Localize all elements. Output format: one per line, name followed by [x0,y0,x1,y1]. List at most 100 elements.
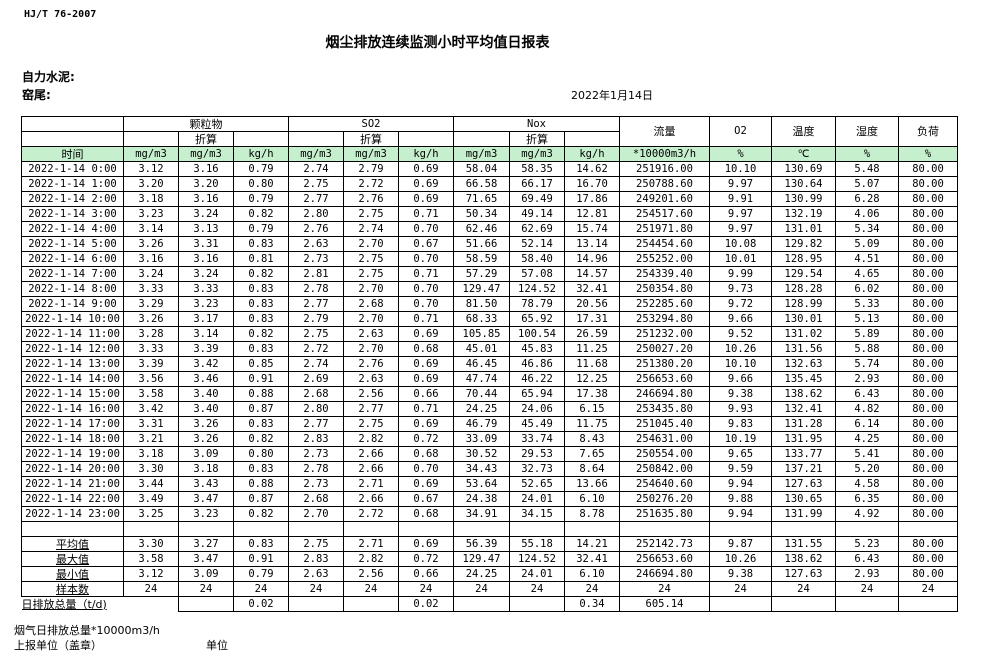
empty-cell [709,521,772,537]
value-cell: 3.26 [178,416,234,432]
value-cell: 0.69 [398,356,454,372]
value-cell: 58.40 [509,251,565,267]
value-cell: 5.89 [835,326,899,342]
value-cell: 46.45 [453,356,510,372]
value-cell: 46.22 [509,371,565,387]
value-cell: 9.88 [709,491,772,507]
value-cell: 9.72 [709,296,772,312]
value-cell: 4.06 [835,206,899,222]
value-cell: 128.95 [771,251,836,267]
value-cell: 5.88 [835,341,899,357]
time-cell: 2022-1-14 3:00 [21,206,124,222]
summary-value: 80.00 [898,566,958,582]
empty-cell [564,521,620,537]
table-row: 2022-1-14 7:00 3.24 3.24 0.82 2.81 2.75 0.71 57… [21,266,958,282]
unit-header: kg/h [564,146,620,162]
value-cell: 132.19 [771,206,836,222]
value-cell: 14.57 [564,266,620,282]
value-cell: 3.09 [178,446,234,462]
table-row: 2022-1-14 23:00 3.25 3.23 0.82 2.70 2.72 0.68 3… [21,506,958,522]
table-row: 2022-1-14 9:00 3.29 3.23 0.83 2.77 2.68 0.70 81… [21,296,958,312]
value-cell: 2.66 [343,461,399,477]
value-cell: 9.66 [709,371,772,387]
value-cell: 100.54 [509,326,565,342]
header-blank [288,131,344,147]
value-cell: 0.83 [233,416,289,432]
value-cell: 2.70 [343,236,399,252]
daily-total-nox: 0.34 [564,596,620,612]
value-cell: 5.07 [835,176,899,192]
nox-converted: 折算 [509,131,565,147]
summary-value: 3.27 [178,536,234,552]
value-cell: 0.71 [398,401,454,417]
value-cell: 5.13 [835,311,899,327]
value-cell: 2.78 [288,281,344,297]
value-cell: 0.70 [398,221,454,237]
summary-label: 最小值 [21,566,124,582]
empty-cell [178,521,234,537]
value-cell: 0.67 [398,491,454,507]
value-cell: 80.00 [898,266,958,282]
value-cell: 3.44 [123,476,179,492]
table-row: 2022-1-14 3:00 3.23 3.24 0.82 2.80 2.75 0.71 50… [21,206,958,222]
value-cell: 2.76 [288,221,344,237]
summary-value: 32.41 [564,551,620,567]
value-cell: 4.25 [835,431,899,447]
value-cell: 6.10 [564,491,620,507]
summary-value: 3.47 [178,551,234,567]
value-cell: 133.77 [771,446,836,462]
value-cell: 13.66 [564,476,620,492]
unit-header: mg/m3 [288,146,344,162]
value-cell: 57.08 [509,266,565,282]
unit-header: mg/m3 [509,146,565,162]
summary-value: 24.25 [453,566,510,582]
value-cell: 2.63 [343,371,399,387]
value-cell: 3.40 [178,401,234,417]
value-cell: 131.95 [771,431,836,447]
value-cell: 9.97 [709,221,772,237]
summary-value: 0.79 [233,566,289,582]
summary-value: 56.39 [453,536,510,552]
time-cell: 2022-1-14 6:00 [21,251,124,267]
value-cell: 3.29 [123,296,179,312]
value-cell: 131.28 [771,416,836,432]
value-cell: 12.81 [564,206,620,222]
value-cell: 4.58 [835,476,899,492]
value-cell: 2.73 [288,446,344,462]
value-cell: 5.48 [835,161,899,177]
summary-value: 9.87 [709,536,772,552]
value-cell: 251971.80 [619,221,710,237]
value-cell: 9.73 [709,281,772,297]
summary-value: 6.43 [835,551,899,567]
summary-value: 24 [709,581,772,597]
summary-value: 127.63 [771,566,836,582]
value-cell: 2.70 [343,281,399,297]
value-cell: 80.00 [898,161,958,177]
value-cell: 2.81 [288,266,344,282]
time-cell: 2022-1-14 15:00 [21,386,124,402]
value-cell: 131.02 [771,326,836,342]
time-cell: 2022-1-14 16:00 [21,401,124,417]
value-cell: 0.71 [398,311,454,327]
value-cell: 80.00 [898,356,958,372]
value-cell: 2.70 [343,341,399,357]
value-cell: 250842.00 [619,461,710,477]
value-cell: 0.72 [398,431,454,447]
summary-row: 最大值 3.58 3.47 0.91 2.83 2.82 0.72 129.47 124.52 3… [21,551,958,567]
value-cell: 3.33 [178,281,234,297]
value-cell: 250788.60 [619,176,710,192]
value-cell: 2.93 [835,371,899,387]
unit-header: mg/m3 [123,146,179,162]
value-cell: 250354.80 [619,281,710,297]
value-cell: 0.68 [398,506,454,522]
summary-value: 2.75 [288,536,344,552]
group-humidity: 湿度 [835,116,899,147]
summary-value: 80.00 [898,551,958,567]
empty-cell [233,521,289,537]
empty-cell [509,521,565,537]
value-cell: 10.26 [709,341,772,357]
value-cell: 131.01 [771,221,836,237]
summary-value: 24 [288,581,344,597]
value-cell: 3.23 [123,206,179,222]
report-title: 烟尘排放连续监测小时平均值日报表 [0,32,660,52]
